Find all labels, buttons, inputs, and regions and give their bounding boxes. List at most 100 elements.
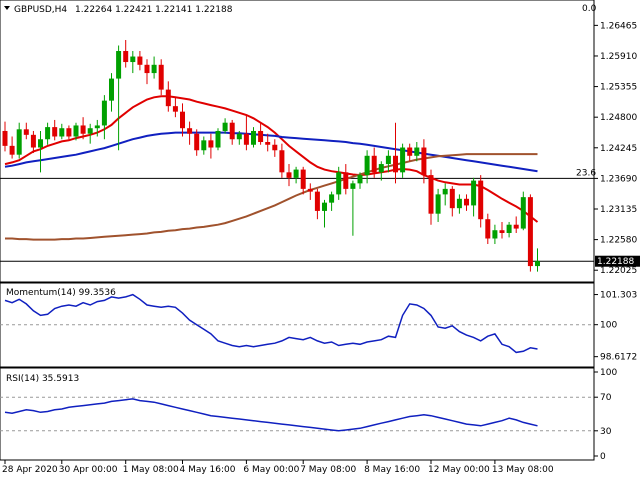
candle[interactable]: [23, 122, 29, 140]
candle[interactable]: [492, 224, 498, 245]
rsi-tick-label: 100: [600, 368, 617, 378]
candle[interactable]: [9, 136, 15, 159]
candle[interactable]: [385, 150, 391, 173]
candle[interactable]: [314, 188, 320, 220]
candle[interactable]: [272, 139, 278, 157]
candle[interactable]: [456, 194, 462, 214]
candle[interactable]: [258, 122, 264, 145]
candle[interactable]: [165, 81, 171, 112]
candle[interactable]: [357, 172, 363, 189]
candle[interactable]: [485, 213, 491, 245]
candle[interactable]: [499, 221, 505, 239]
candle[interactable]: [158, 59, 164, 96]
candlesticks[interactable]: [2, 39, 541, 272]
time-tick-label: 28 Apr 2020: [2, 465, 58, 475]
candle[interactable]: [478, 175, 484, 228]
candle[interactable]: [116, 45, 122, 151]
candle[interactable]: [506, 221, 512, 238]
candle[interactable]: [428, 169, 434, 225]
candle[interactable]: [293, 166, 299, 184]
candle[interactable]: [109, 73, 114, 112]
candle[interactable]: [123, 39, 129, 68]
candle[interactable]: [336, 166, 342, 200]
fibonacci-level-label: 23.6: [576, 168, 596, 178]
candle[interactable]: [16, 122, 22, 159]
rsi-panel[interactable]: 100 70 30 0 RSI(14) 35.5913: [0, 367, 617, 462]
momentum-panel[interactable]: 101.303 100 98.6172 Momentum(14) 99.3536: [0, 282, 637, 368]
candle[interactable]: [52, 119, 58, 141]
candle[interactable]: [194, 129, 200, 156]
candle[interactable]: [201, 136, 207, 155]
candle[interactable]: [527, 194, 533, 272]
candle[interactable]: [229, 119, 235, 145]
price-panel[interactable]: 1.26465 1.25910 1.25355 1.24800 1.24245 1.236…: [0, 0, 640, 283]
candle[interactable]: [94, 119, 100, 137]
candle[interactable]: [45, 122, 51, 145]
candle[interactable]: [144, 59, 150, 85]
candle[interactable]: [279, 143, 285, 178]
candle-body: [116, 51, 122, 79]
candle[interactable]: [222, 118, 228, 134]
candle-body: [194, 133, 200, 151]
candle[interactable]: [442, 183, 448, 206]
candle[interactable]: [236, 130, 242, 145]
candle-body: [478, 180, 484, 220]
candle[interactable]: [322, 199, 327, 228]
ohlc-readout: 1.22264 1.22421 1.22141 1.22188: [75, 5, 233, 15]
candle[interactable]: [30, 130, 36, 154]
candle[interactable]: [130, 51, 136, 74]
candle[interactable]: [265, 133, 271, 152]
candle[interactable]: [393, 122, 398, 184]
candle[interactable]: [414, 142, 420, 162]
candle[interactable]: [471, 177, 477, 217]
candle[interactable]: [513, 216, 519, 233]
candle[interactable]: [251, 127, 256, 148]
candle[interactable]: [243, 114, 249, 151]
candle[interactable]: [208, 133, 214, 159]
candle-body: [286, 172, 292, 178]
candle[interactable]: [151, 56, 157, 79]
candle-body: [59, 128, 65, 137]
candle[interactable]: [180, 103, 185, 137]
candle[interactable]: [364, 150, 370, 184]
moving-average-fast: [4, 95, 539, 223]
candle[interactable]: [172, 97, 178, 118]
candle[interactable]: [87, 123, 93, 144]
candle[interactable]: [520, 191, 526, 231]
candle[interactable]: [371, 147, 377, 178]
candle[interactable]: [137, 51, 143, 71]
candle-body: [329, 194, 335, 203]
candle[interactable]: [101, 95, 107, 140]
collapse-triangle-icon[interactable]: [4, 6, 10, 10]
candle[interactable]: [38, 130, 43, 173]
candle[interactable]: [286, 164, 292, 187]
candle-body: [30, 134, 36, 148]
candle[interactable]: [66, 125, 72, 140]
candle[interactable]: [59, 123, 65, 140]
candle-body: [222, 122, 228, 131]
candle[interactable]: [535, 248, 540, 272]
candle[interactable]: [187, 121, 193, 145]
candle[interactable]: [350, 180, 356, 236]
candle[interactable]: [343, 164, 349, 195]
rsi-axis: 100 70 30 0: [0, 368, 617, 462]
candle[interactable]: [421, 139, 427, 184]
candle[interactable]: [307, 183, 313, 200]
candle[interactable]: [73, 122, 79, 141]
candle[interactable]: [449, 186, 455, 217]
time-tick-label: 7 May 08:00: [300, 465, 356, 475]
candle[interactable]: [329, 191, 335, 211]
candle[interactable]: [435, 188, 441, 222]
candle[interactable]: [215, 128, 221, 151]
candle-body: [364, 155, 370, 176]
candle[interactable]: [2, 121, 8, 152]
candle[interactable]: [80, 117, 86, 140]
candle[interactable]: [407, 143, 413, 162]
candle[interactable]: [400, 143, 406, 178]
momentum-tick-label: 101.303: [600, 291, 637, 301]
candle[interactable]: [378, 161, 384, 181]
candle[interactable]: [464, 194, 469, 211]
candle-body: [506, 224, 512, 233]
candle[interactable]: [300, 166, 306, 195]
